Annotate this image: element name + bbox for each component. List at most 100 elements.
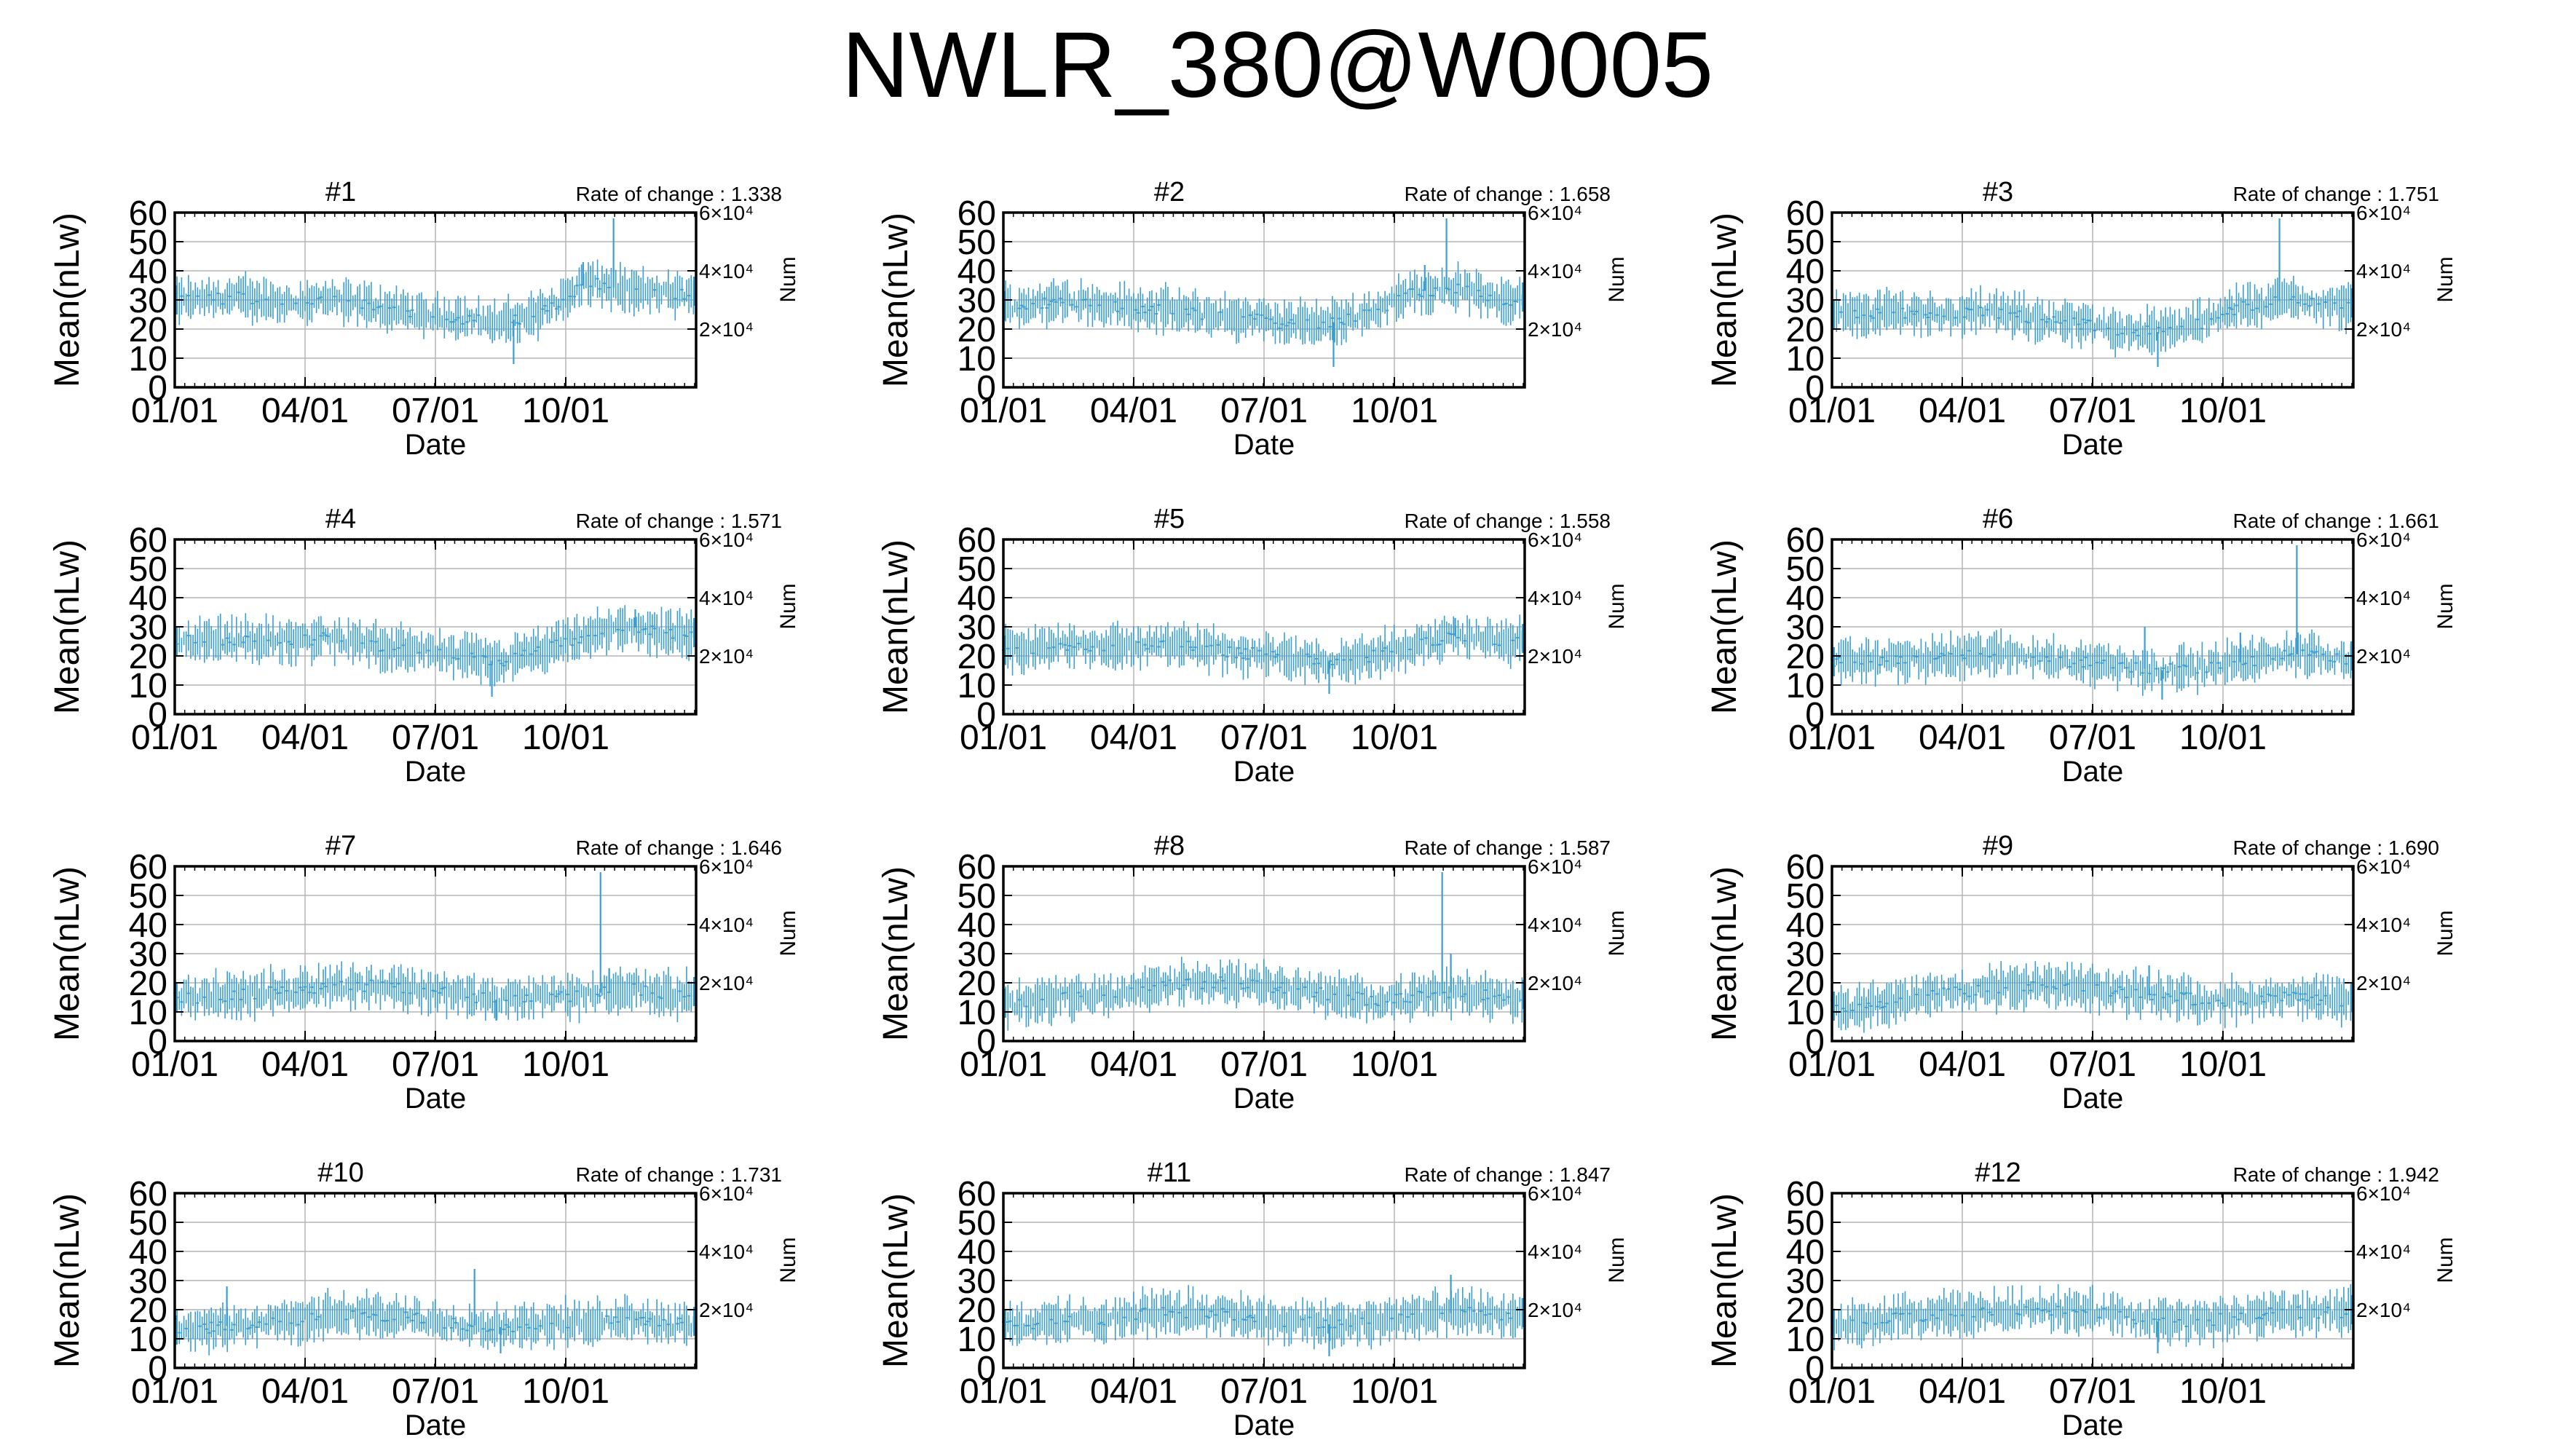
x-tick-label: 10/01	[2179, 719, 2267, 757]
x-tick-label: 07/01	[2049, 392, 2136, 430]
rate-of-change-label: Rate of change : 1.587	[1405, 836, 1611, 859]
y2-axis-label: Num	[776, 256, 800, 302]
y2-tick-label: 4×10⁴	[1528, 587, 1582, 609]
y-tick-label: 20	[129, 638, 167, 676]
y2-tick-label: 2×10⁴	[2356, 318, 2411, 341]
y-tick-label: 0	[1805, 369, 1825, 408]
y-tick-label: 40	[957, 579, 996, 618]
y-tick-label: 60	[1786, 521, 1825, 560]
x-axis-label: Date	[405, 1083, 467, 1115]
y2-tick-label: 2×10⁴	[699, 645, 754, 668]
chart-panel: 01/01 04/01 07/01 10/0101020304050602×10⁴4×…	[48, 504, 800, 788]
panel-title: #7	[325, 831, 356, 861]
y-tick-label: 20	[1786, 638, 1825, 676]
x-tick-label: 04/01	[1090, 719, 1177, 757]
x-tick-label: 04/01	[1919, 392, 2006, 430]
y2-axis-label: Num	[2433, 583, 2457, 629]
x-tick-label: 07/01	[392, 719, 479, 757]
y-tick-label: 60	[129, 521, 167, 560]
y-tick-label: 60	[129, 848, 167, 887]
chart-panel: 01/01 04/01 07/01 10/0101020304050602×10⁴4×…	[48, 831, 800, 1115]
y-tick-label: 10	[1786, 340, 1825, 379]
y-axis-label: Mean(nLw)	[48, 539, 87, 714]
y-tick-label: 50	[129, 550, 167, 589]
x-tick-label: 07/01	[1220, 1045, 1308, 1084]
y-axis-label: Mean(nLw)	[877, 866, 915, 1041]
y-tick-label: 30	[957, 935, 996, 974]
x-tick-label: 07/01	[392, 1045, 479, 1084]
y-axis-label: Mean(nLw)	[877, 539, 915, 714]
y2-tick-label: 6×10⁴	[699, 855, 754, 878]
x-tick-label: 01/01	[131, 719, 218, 757]
y-tick-label: 30	[129, 935, 167, 974]
rate-of-change-label: Rate of change : 1.338	[576, 183, 782, 205]
y-tick-label: 50	[1786, 223, 1825, 262]
y2-tick-label: 4×10⁴	[699, 1241, 754, 1263]
y-tick-label: 50	[129, 223, 167, 262]
y-tick-label: 60	[1786, 848, 1825, 887]
chart-panel: 01/01 04/01 07/01 10/0101020304050602×10⁴4×…	[48, 177, 800, 461]
y2-tick-label: 4×10⁴	[2356, 587, 2411, 609]
y2-tick-label: 4×10⁴	[699, 914, 754, 936]
x-tick-label: 07/01	[2049, 719, 2136, 757]
y2-axis-label: Num	[776, 1237, 800, 1283]
y-tick-label: 40	[1786, 906, 1825, 945]
panel-title: #9	[1983, 831, 2013, 861]
y2-tick-label: 4×10⁴	[2356, 914, 2411, 936]
y-tick-label: 10	[129, 340, 167, 379]
y-axis-label: Mean(nLw)	[1705, 539, 1744, 714]
y-tick-label: 10	[957, 667, 996, 705]
y2-tick-label: 6×10⁴	[699, 202, 754, 224]
x-axis-label: Date	[2062, 429, 2124, 461]
y-tick-label: 10	[129, 994, 167, 1032]
page-title: NWLR_380@W0005	[841, 13, 1714, 117]
y2-tick-label: 2×10⁴	[1528, 972, 1582, 994]
y-tick-label: 60	[957, 194, 996, 233]
x-tick-label: 04/01	[1919, 1045, 2006, 1084]
y2-tick-label: 6×10⁴	[2356, 529, 2411, 551]
x-tick-label: 01/01	[131, 392, 218, 430]
y-tick-label: 40	[129, 906, 167, 945]
x-tick-label: 04/01	[1919, 719, 2006, 757]
rate-of-change-label: Rate of change : 1.661	[2233, 510, 2439, 532]
panel-title: #8	[1154, 831, 1185, 861]
y2-tick-label: 6×10⁴	[1528, 529, 1582, 551]
y-tick-label: 50	[957, 223, 996, 262]
y-tick-label: 0	[976, 369, 996, 408]
panel-title: #1	[325, 177, 356, 207]
x-axis-label: Date	[2062, 756, 2124, 788]
x-tick-label: 10/01	[1351, 719, 1438, 757]
x-tick-label: 10/01	[2179, 392, 2267, 430]
y-tick-label: 60	[1786, 194, 1825, 233]
y2-axis-label: Num	[2433, 256, 2457, 302]
y-tick-label: 0	[1805, 1023, 1825, 1061]
y-tick-label: 30	[129, 1262, 167, 1301]
y-tick-label: 10	[129, 1321, 167, 1359]
y-tick-label: 10	[1786, 994, 1825, 1032]
y-tick-label: 10	[1786, 667, 1825, 705]
chart-panel: 01/01 04/01 07/01 10/0101020304050602×10⁴4×…	[877, 1158, 1629, 1441]
y2-tick-label: 4×10⁴	[699, 260, 754, 282]
x-tick-label: 07/01	[1220, 719, 1308, 757]
y-tick-label: 50	[1786, 550, 1825, 589]
x-tick-label: 01/01	[1788, 392, 1876, 430]
y-tick-label: 20	[1786, 311, 1825, 349]
y-tick-label: 60	[957, 521, 996, 560]
y-tick-label: 0	[148, 1350, 167, 1388]
y-tick-label: 20	[957, 311, 996, 349]
x-tick-label: 01/01	[960, 719, 1047, 757]
panel-title: #6	[1983, 504, 2013, 534]
chart-panel: 01/01 04/01 07/01 10/0101020304050602×10⁴4×…	[1705, 177, 2457, 461]
y-tick-label: 0	[1805, 696, 1825, 735]
x-tick-label: 01/01	[131, 1372, 218, 1411]
y2-tick-label: 2×10⁴	[699, 318, 754, 341]
x-tick-label: 04/01	[261, 1045, 349, 1084]
y2-tick-label: 4×10⁴	[1528, 260, 1582, 282]
y-tick-label: 0	[976, 1023, 996, 1061]
y-tick-label: 50	[957, 877, 996, 916]
x-tick-label: 07/01	[392, 392, 479, 430]
y-tick-label: 60	[129, 194, 167, 233]
panel-title: #2	[1154, 177, 1185, 207]
y-tick-label: 30	[129, 609, 167, 647]
